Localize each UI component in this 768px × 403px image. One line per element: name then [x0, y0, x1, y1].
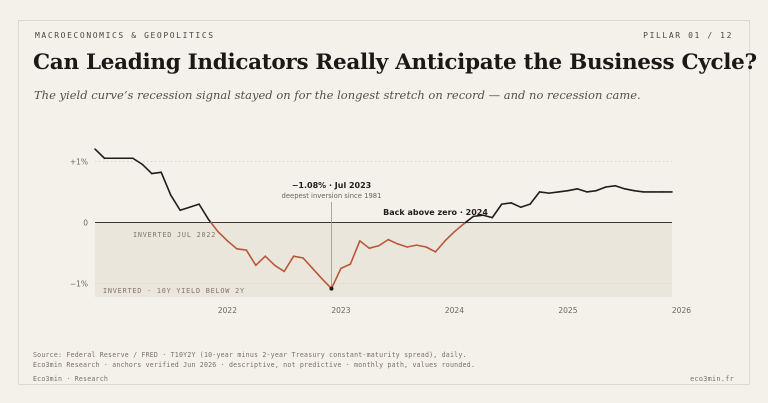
series-segment [387, 238, 399, 245]
series-segment [444, 230, 456, 242]
series-segment [510, 202, 522, 208]
trough-value-label: −1.08% · Jul 2023 [292, 181, 372, 190]
series-segment [132, 157, 144, 166]
x-tick-label: 2024 [445, 306, 464, 315]
gridlines [95, 160, 672, 285]
series-segment [340, 263, 352, 270]
series-segment [94, 148, 106, 160]
series-segment [255, 255, 267, 267]
series-segment [236, 248, 248, 251]
series-segment [491, 203, 503, 219]
series-segment [210, 221, 219, 233]
series-segment [472, 214, 484, 218]
y-tick-label: −1% [70, 280, 88, 289]
series-segment [349, 240, 361, 265]
brand-label: Eco3min · Research [33, 375, 109, 383]
series-segment [415, 244, 427, 248]
series-segment [311, 267, 323, 280]
series-segment [406, 244, 418, 248]
series-segment [198, 203, 210, 221]
series-segment [245, 249, 257, 267]
section-kicker: MACROECONOMICS & GEOPOLITICS [35, 31, 215, 40]
series-segment [576, 188, 588, 193]
y-tick-label: 0 [83, 219, 88, 228]
series-segment [548, 191, 560, 194]
series-segment [482, 214, 494, 219]
trough-marker [329, 286, 334, 291]
page-subtitle: The yield curve’s recession signal staye… [34, 88, 641, 102]
x-tick-label: 2023 [331, 306, 350, 315]
research-note: Eco3min Research · anchors verified Jun … [33, 361, 475, 369]
series-segment [586, 189, 598, 193]
series-segment [453, 222, 465, 233]
x-tick-label: 2026 [672, 306, 691, 315]
series-segment [321, 278, 333, 290]
source-note: Source: Federal Reserve / FRED · T10Y2Y … [33, 351, 467, 359]
series-segment [141, 163, 153, 175]
series-segment [557, 189, 569, 193]
x-tick-label: 2022 [218, 306, 237, 315]
series-segment [179, 206, 191, 212]
series-segment [283, 255, 295, 273]
series-segment [169, 194, 181, 212]
series-segment [377, 238, 390, 247]
series-segment [519, 203, 531, 208]
series-segment [396, 243, 408, 248]
series-segment [633, 189, 645, 193]
x-axis-ticks: 2022 2023 2024 2025 2026 [218, 306, 691, 315]
series-segment [529, 191, 541, 205]
series-segment [464, 215, 475, 224]
series-segment [614, 184, 626, 190]
recovery-label: Back above zero · 2024 [383, 208, 488, 217]
series-segment [567, 188, 579, 192]
series-segment [359, 240, 371, 250]
pillar-counter: PILLAR 01 / 12 [643, 31, 733, 40]
series-segment [226, 240, 238, 250]
series-segment [150, 171, 163, 175]
trough-note-label: deepest inversion since 1981 [282, 192, 382, 200]
series-segment [604, 184, 617, 188]
series-segment [302, 257, 314, 270]
series-segment [273, 264, 285, 273]
series-segment [500, 202, 512, 205]
site-link[interactable]: eco3min.fr [690, 375, 734, 383]
card-frame [18, 20, 750, 385]
series-segment [160, 171, 172, 196]
series-segment [368, 244, 380, 250]
series-segment [188, 203, 200, 208]
inverted-since-label: INVERTED JUL 2022 [133, 231, 216, 239]
series-segment [425, 246, 437, 253]
series-segment [538, 191, 550, 194]
series-segment [264, 255, 276, 267]
series-segment [623, 188, 635, 192]
series-segment [595, 186, 607, 192]
series-segment [292, 255, 304, 259]
series-segment [217, 230, 229, 242]
x-tick-label: 2025 [558, 306, 577, 315]
spread-series [94, 148, 673, 290]
inverted-region-label: INVERTED · 10Y YIELD BELOW 2Y [103, 287, 245, 295]
page-title: Can Leading Indicators Really Anticipate… [33, 50, 757, 75]
y-tick-label: +1% [70, 157, 88, 166]
series-segment [434, 240, 446, 253]
inverted-band [95, 222, 672, 297]
series-segment [330, 267, 342, 290]
y-axis-ticks: +1% 0 −1% [70, 157, 88, 288]
